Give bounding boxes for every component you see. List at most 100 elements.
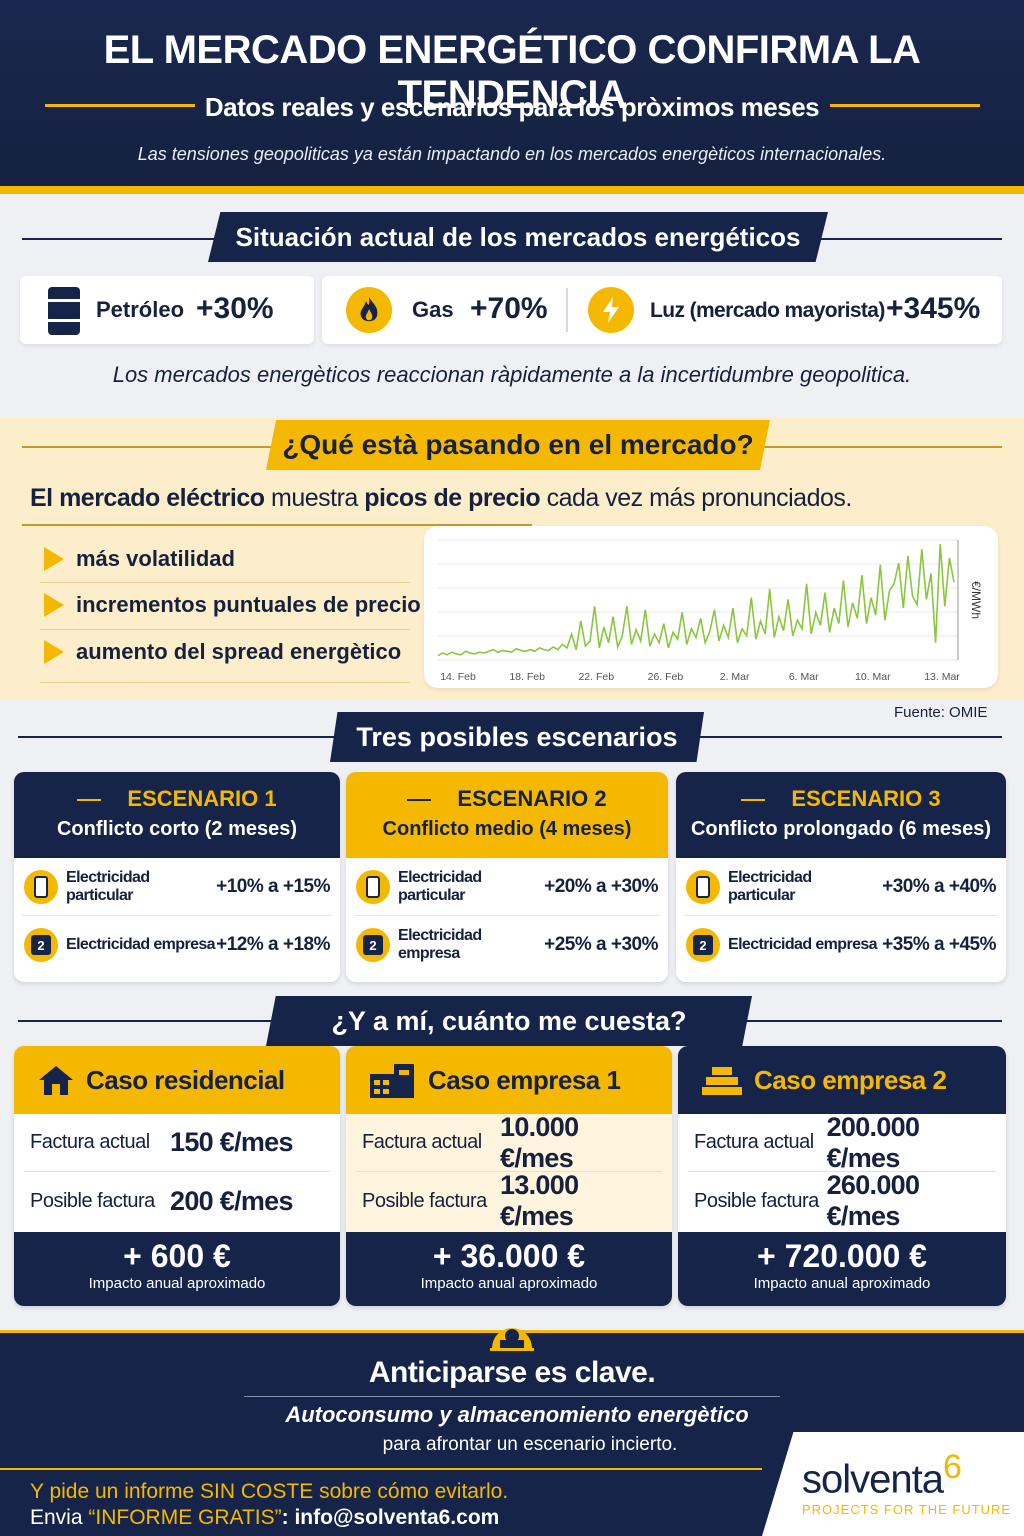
x-tick-label: 18. Feb	[509, 671, 545, 683]
sunrise-solar-icon	[488, 1314, 536, 1354]
logo-tagline: PROJECTS FOR THE FUTURE	[802, 1502, 1012, 1517]
cost-card-header: Caso empresa 2	[678, 1046, 1006, 1114]
metric-value: +70%	[470, 292, 548, 325]
triangle-bullet-icon	[44, 593, 64, 617]
scenario-row: Electricidad particular +30% a +40%	[684, 858, 998, 916]
scenario-header: ESCENARIO 2 Conflicto medio (4 meses)	[346, 772, 668, 858]
section-heading-situation: Situación actual de los mercados energét…	[208, 212, 828, 262]
page-tagline: Las tensiones geopoliticas ya están impa…	[137, 144, 887, 164]
email-link[interactable]: : info@solventa6.com	[281, 1506, 500, 1529]
cost-card-header: Caso empresa 1	[346, 1046, 672, 1114]
divider	[566, 288, 568, 332]
metric-card-gas-electricity: Gas +70% Luz (mercado mayorista) +345%	[322, 276, 1002, 344]
number-2-icon: 2	[686, 928, 720, 962]
cost-card-body: Factura actual 10.000 €/mes Posible fact…	[346, 1112, 672, 1232]
x-tick-label: 10. Mar	[855, 671, 891, 683]
page-subtitle: Datos reales y escenarios para los pròxi…	[204, 92, 820, 122]
cost-card-title: Caso empresa 1	[428, 1064, 621, 1095]
cost-row-future: Posible factura 260.000 €/mes	[694, 1170, 920, 1231]
scenario-row-label: Electricidad particular	[398, 868, 482, 904]
divider	[830, 104, 980, 107]
scenario-number: ESCENARIO 1	[14, 772, 340, 812]
scenario-row-value: +25% a +30%	[544, 934, 658, 955]
scenario-number: ESCENARIO 3	[676, 772, 1006, 812]
metric-label: Gas	[412, 297, 454, 322]
scenario-row-label: Electricidad empresa	[728, 936, 878, 953]
metric-value: +345%	[886, 292, 981, 325]
logo: solventa6 PROJECTS FOR THE FUTURE	[762, 1432, 1024, 1536]
cost-row-future: Posible factura 13.000 €/mes	[362, 1170, 579, 1231]
scenario-row: 2 Electricidad empresa +12% a +18%	[22, 916, 332, 974]
cost-row-future: Posible factura 200 €/mes	[30, 1185, 294, 1216]
cost-card-2: Caso empresa 1 Factura actual 10.000 €/m…	[346, 1046, 672, 1306]
market-lead: El mercado eléctrico muestra picos de pr…	[30, 484, 852, 512]
section-heading-scenarios: Tres posibles escenarios	[330, 712, 704, 762]
impact-value: + 36.000 €	[432, 1238, 586, 1274]
cost-card-impact: + 36.000 € Impacto anual aproximado	[346, 1232, 672, 1306]
x-tick-label: 14. Feb	[440, 671, 476, 683]
scenario-row: Electricidad particular +10% a +15%	[22, 858, 332, 916]
building-icon	[368, 1060, 418, 1100]
number-2-icon: 2	[356, 928, 390, 962]
cost-card-header: Caso residencial	[14, 1046, 340, 1114]
metric-label: Luz (mercado mayorista)	[650, 299, 885, 322]
battery-icon	[356, 869, 390, 904]
house-icon	[36, 1063, 76, 1097]
triangle-bullet-icon	[44, 547, 64, 571]
divider	[40, 629, 410, 630]
impact-label: Impacto anual aproximado	[88, 1275, 266, 1292]
number-2-icon: 2	[24, 928, 58, 962]
impact-value: + 720.000 €	[757, 1238, 927, 1274]
price-chart: 14. Feb 18. Feb 22. Feb 26. Feb 2. Mar 6. Mar…	[437, 539, 983, 683]
battery-icon	[686, 869, 720, 904]
cost-row-current: Factura actual 200.000 €/mes	[688, 1112, 996, 1173]
section-heading-costs: ¿Y a mí, cuánto me cuesta?	[266, 996, 752, 1046]
metric-card-oil: Petróleo +30%	[20, 276, 314, 344]
scenario-row: 2 Electricidad empresa +25% a +30%	[354, 916, 660, 974]
divider	[40, 682, 410, 683]
scenario-row-value: +35% a +45%	[882, 934, 996, 955]
series-line	[437, 543, 955, 657]
scenario-header: ESCENARIO 1 Conflicto corto (2 meses)	[14, 772, 340, 858]
battery-icon	[24, 869, 58, 904]
cost-card-title: Caso empresa 2	[754, 1064, 947, 1095]
footer-subline: Autoconsumo y almacenomiento energètico	[285, 1402, 749, 1427]
cost-card-title: Caso residencial	[86, 1064, 285, 1095]
impact-label: Impacto anual aproximado	[420, 1275, 598, 1292]
scenario-number: ESCENARIO 2	[346, 772, 668, 812]
divider	[0, 186, 1024, 194]
footer-subline2: para afrontar un escenario incierto.	[382, 1434, 678, 1455]
scenario-row-value: +10% a +15%	[216, 875, 330, 897]
x-tick-label: 26. Feb	[648, 671, 684, 683]
scenario-row-label: Electricidad particular	[66, 868, 150, 904]
scenario-description: Conflicto corto (2 meses)	[56, 818, 298, 840]
oil-barrel-icon	[46, 285, 82, 342]
divider	[244, 1396, 780, 1397]
metric-label: Petróleo	[96, 297, 185, 322]
scenario-row-value: +20% a +30%	[544, 875, 658, 897]
divider	[40, 582, 410, 583]
cost-card-body: Factura actual 150 €/mes Posible factura…	[14, 1114, 340, 1232]
footer-headline: Anticiparse es clave.	[368, 1356, 656, 1389]
impact-value: + 600 €	[123, 1238, 231, 1274]
section-heading-market: ¿Qué està pasando en el mercado?	[266, 420, 770, 470]
cost-card-impact: + 600 € Impacto anual aproximado	[14, 1232, 340, 1306]
price-chart-card: 14. Feb 18. Feb 22. Feb 26. Feb 2. Mar 6. Mar…	[424, 526, 998, 688]
cost-card-1: Caso residencial Factura actual 150 €/me…	[14, 1046, 340, 1306]
page-title: EL MERCADO ENERGÉTICO CONFIRMA LA TENDEN…	[103, 28, 921, 117]
impact-label: Impacto anual aproximado	[753, 1275, 931, 1292]
scenario-card-2: ESCENARIO 2 Conflicto medio (4 meses) El…	[346, 772, 668, 982]
logo-wordmark: solventa6	[802, 1448, 962, 1502]
scenario-description: Conflicto prolongado (6 meses)	[690, 818, 992, 840]
triangle-bullet-icon	[44, 640, 64, 664]
divider	[0, 1468, 762, 1470]
header	[0, 0, 1024, 188]
x-tick-label: 2. Mar	[720, 671, 750, 683]
factory-icon	[700, 1063, 744, 1097]
x-tick-label: 22. Feb	[578, 671, 614, 683]
divider	[45, 104, 195, 107]
scenario-card-3: ESCENARIO 3 Conflicto prolongado (6 mese…	[676, 772, 1006, 982]
scenario-row-value: +12% a +18%	[216, 934, 330, 955]
list-item: aumento del spread energètico	[44, 639, 401, 665]
scenario-row-value: +30% a +40%	[882, 875, 996, 897]
